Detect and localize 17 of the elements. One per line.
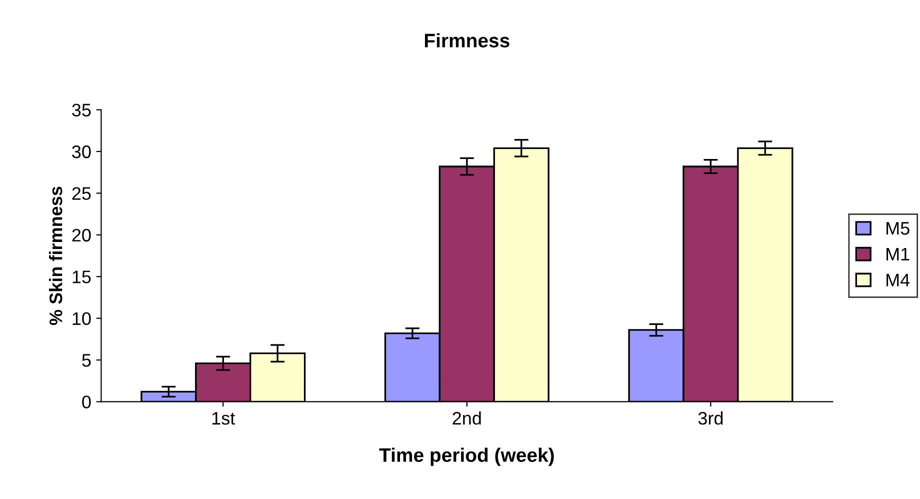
x-axis-title: Time period (week) [379, 448, 554, 466]
y-tick-label: 5 [82, 354, 91, 367]
x-tick-label: 2nd [452, 411, 481, 425]
y-tick-label: 10 [72, 312, 91, 326]
y-tick-label: 35 [72, 104, 91, 116]
y-tick-label: 30 [72, 145, 91, 158]
x-tick-label: 3rd [698, 411, 723, 425]
y-tick-label: 20 [72, 228, 91, 242]
legend-label: M1 [886, 248, 910, 260]
chart-title: Firmness [424, 33, 510, 48]
y-tick-label: 0 [82, 396, 91, 408]
legend-label: M4 [886, 274, 910, 286]
y-tick-label: 25 [72, 187, 91, 200]
x-tick-label: 1st [212, 412, 236, 425]
y-tick-label: 15 [72, 270, 91, 284]
y-axis-title: % Skin firmness [49, 186, 62, 326]
legend-label: M5 [886, 222, 910, 235]
